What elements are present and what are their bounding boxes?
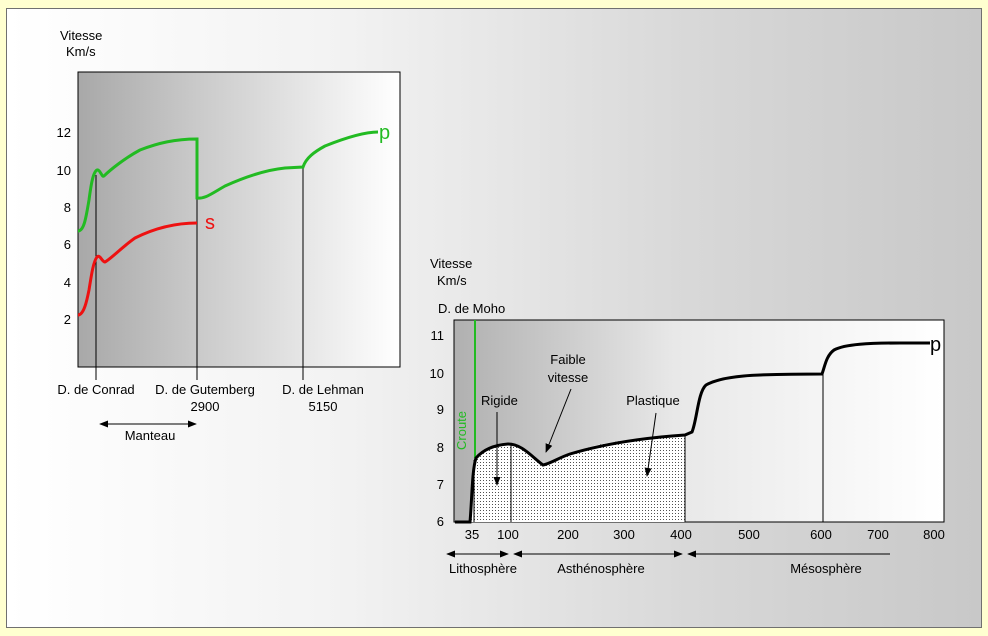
dotted-fill bbox=[471, 435, 685, 522]
right-x-tick-800: 800 bbox=[923, 527, 945, 542]
right-y-axis-label-1: Vitesse bbox=[430, 256, 472, 271]
left-y-tick-6: 6 bbox=[64, 237, 71, 252]
right-x-tick-600: 600 bbox=[810, 527, 832, 542]
left-y-tick-10: 10 bbox=[57, 163, 71, 178]
right-x-tick-400: 400 bbox=[670, 527, 692, 542]
plastique-arrow bbox=[644, 412, 657, 477]
left-p-label: p bbox=[379, 122, 390, 144]
left-y-tick-4: 4 bbox=[64, 275, 71, 290]
gutemberg-depth: 2900 bbox=[191, 399, 220, 414]
right-x-tick-100: 100 bbox=[497, 527, 519, 542]
left-y-tick-8: 8 bbox=[64, 200, 71, 215]
plastique-label: Plastique bbox=[626, 393, 679, 408]
right-x-tick-300: 300 bbox=[613, 527, 635, 542]
manteau-label: Manteau bbox=[125, 428, 176, 443]
right-y-tick-7: 7 bbox=[437, 477, 444, 492]
left-y-axis-label-1: Vitesse bbox=[60, 28, 102, 43]
right-p-wave-curve bbox=[455, 341, 930, 524]
right-x-tick-500: 500 bbox=[738, 527, 760, 542]
gutemberg-label: D. de Gutemberg bbox=[155, 382, 255, 397]
right-y-tick-10: 10 bbox=[430, 366, 444, 381]
right-y-tick-8: 8 bbox=[437, 440, 444, 455]
right-y-tick-6: 6 bbox=[437, 514, 444, 529]
mesosphere-label: Mésosphère bbox=[790, 561, 862, 576]
moho-label: D. de Moho bbox=[438, 301, 505, 316]
left-plot-area bbox=[77, 71, 401, 368]
left-s-label: s bbox=[205, 212, 215, 234]
rigide-label: Rigide bbox=[481, 393, 518, 408]
conrad-label: D. de Conrad bbox=[57, 382, 134, 397]
right-chart: Vitesse Km/s D. de Moho 11 10 9 8 7 6 Cr… bbox=[430, 256, 945, 576]
lehman-depth: 5150 bbox=[309, 399, 338, 414]
faible-label-2: vitesse bbox=[548, 370, 588, 385]
right-x-tick-200: 200 bbox=[557, 527, 579, 542]
left-y-tick-2: 2 bbox=[64, 312, 71, 327]
left-chart: Vitesse Km/s 12 10 8 6 4 2 p s D. de Con… bbox=[57, 28, 401, 443]
lithosphere-label: Lithosphère bbox=[449, 561, 517, 576]
right-y-tick-9: 9 bbox=[437, 402, 444, 417]
right-x-tick-35: 35 bbox=[465, 527, 479, 542]
faible-label-1: Faible bbox=[550, 352, 585, 367]
asthenosphere-label: Asthénosphère bbox=[557, 561, 644, 576]
p-wave-curve bbox=[77, 130, 379, 233]
left-y-axis-label-2: Km/s bbox=[66, 44, 96, 59]
croute-label: Croute bbox=[454, 411, 469, 450]
right-x-tick-700: 700 bbox=[867, 527, 889, 542]
left-y-tick-12: 12 bbox=[57, 125, 71, 140]
right-y-tick-11: 11 bbox=[431, 328, 445, 343]
faible-arrow bbox=[545, 388, 572, 453]
right-p-label: p bbox=[930, 334, 941, 356]
s-wave-curve bbox=[77, 221, 198, 317]
right-y-axis-label-2: Km/s bbox=[437, 273, 467, 288]
lehman-label: D. de Lehman bbox=[282, 382, 364, 397]
